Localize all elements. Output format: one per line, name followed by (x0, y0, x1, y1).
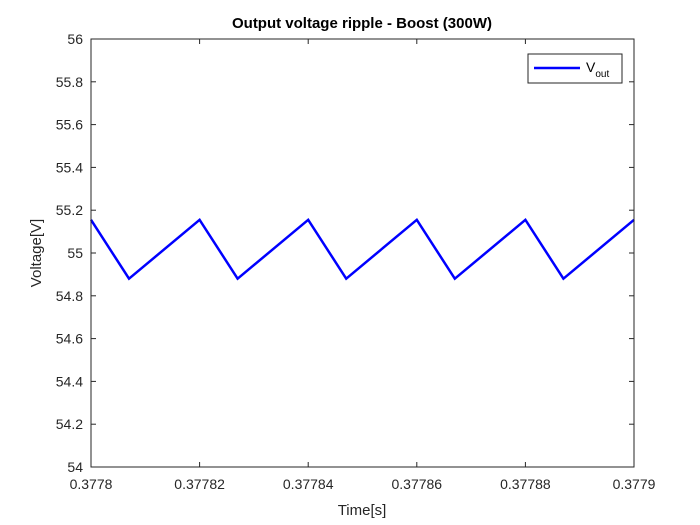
x-tick-label: 0.3778 (70, 476, 113, 492)
plot-area (91, 39, 634, 467)
y-tick-label: 55.6 (56, 117, 83, 133)
legend-label-main: V (586, 59, 596, 75)
x-tick-label: 0.37784 (283, 476, 334, 492)
y-tick-label: 54.8 (56, 288, 83, 304)
y-tick-label: 54 (67, 459, 83, 475)
x-tick-label: 0.37788 (500, 476, 551, 492)
legend-label-sub: out (595, 69, 609, 80)
y-tick-label: 56 (67, 31, 83, 47)
y-tick-label: 55.2 (56, 202, 83, 218)
legend-label-vout: Vout (586, 59, 609, 80)
ticks-layer: 0.3778 0.37782 0.37784 0.37786 0.37788 0.3779… (56, 31, 656, 492)
legend: Vout (527, 53, 623, 84)
y-tick-label: 55 (67, 245, 83, 261)
series-line-vout (89, 217, 635, 281)
series-layer (89, 217, 635, 281)
x-tick-label: 0.3779 (613, 476, 656, 492)
y-tick-label: 55.8 (56, 74, 83, 90)
x-axis-label: Time[s] (338, 502, 387, 519)
axes-box (90, 38, 635, 468)
y-axis-label: Voltage[V] (28, 219, 45, 287)
y-tick-label: 54.2 (56, 416, 83, 432)
x-tick-label: 0.37786 (391, 476, 442, 492)
y-tick-label: 54.4 (56, 373, 83, 389)
chart-title: Output voltage ripple - Boost (300W) (232, 15, 492, 32)
x-tick-label: 0.37782 (174, 476, 225, 492)
y-tick-label: 54.6 (56, 331, 83, 347)
y-tick-label: 55.4 (56, 159, 83, 175)
